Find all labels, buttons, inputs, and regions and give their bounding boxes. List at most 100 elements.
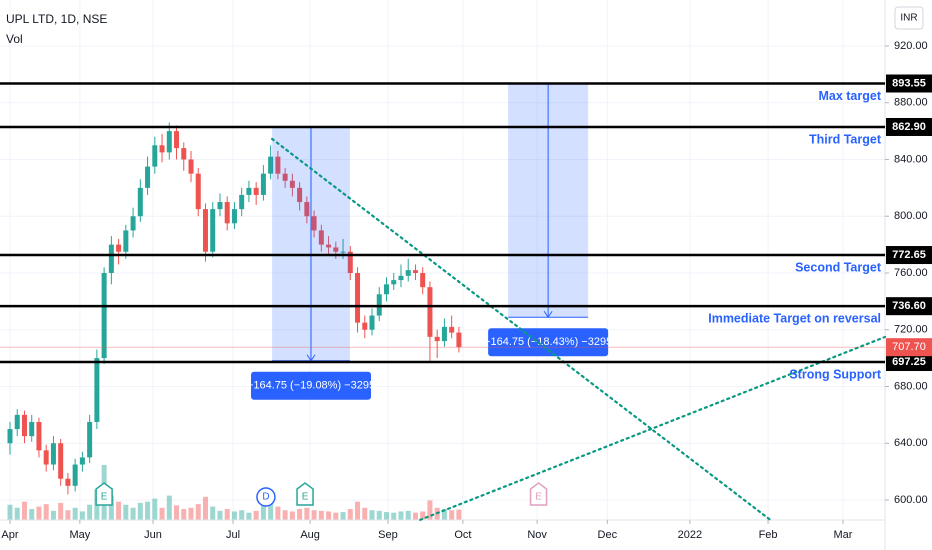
event-label: D — [262, 492, 269, 503]
price-tag-label: 862.90 — [892, 121, 926, 133]
volume-bar — [289, 511, 295, 520]
candle-body — [420, 272, 426, 288]
x-tick-label: Nov — [527, 529, 547, 541]
volume-bar — [166, 495, 172, 520]
x-tick-label: Oct — [454, 529, 471, 541]
volume-bar — [340, 512, 346, 520]
currency-box[interactable] — [894, 6, 924, 30]
volume-bar — [7, 504, 13, 520]
candle-body — [87, 421, 93, 458]
candle-body — [268, 156, 274, 174]
price-tag — [886, 74, 932, 93]
candle-body — [210, 209, 216, 252]
volume-bar — [224, 509, 230, 520]
candle-body — [289, 180, 295, 188]
volume-bar — [383, 512, 389, 520]
candle-body — [333, 247, 339, 252]
volume-bar — [318, 510, 324, 520]
volume-bar — [456, 509, 462, 520]
volume-bar — [297, 509, 303, 520]
volume-bar — [87, 504, 93, 520]
subtitle: Vol — [6, 32, 23, 46]
volume-bar — [195, 504, 201, 520]
volume-bar — [239, 510, 245, 520]
candle-body — [355, 272, 361, 323]
candle-body — [145, 166, 151, 188]
candle-body — [137, 187, 143, 217]
volume-bar — [210, 506, 216, 520]
event-label: E — [101, 492, 108, 503]
volume-bar — [231, 511, 237, 520]
volume-bar — [362, 507, 368, 520]
candle-body — [166, 131, 172, 153]
candle-body — [275, 156, 281, 174]
candle-body — [195, 173, 201, 210]
volume-bar — [152, 498, 158, 520]
candle-body — [123, 230, 129, 252]
candle-body — [246, 187, 252, 195]
volume-bar — [188, 507, 194, 520]
range-label-box — [251, 371, 372, 400]
y-tick-label: 840.00 — [894, 153, 928, 165]
last-price-label: 707.70 — [892, 341, 926, 353]
volume-bar — [217, 510, 223, 520]
price-tag-label: 772.65 — [892, 249, 926, 261]
candle-body — [159, 145, 165, 153]
event-marker — [256, 487, 276, 507]
volume-bar — [29, 509, 35, 520]
candle-body — [297, 187, 303, 203]
volume-bar — [376, 510, 382, 520]
level-name: Strong Support — [789, 367, 881, 381]
volume-bar — [326, 511, 332, 520]
volume-bar — [275, 506, 281, 520]
volume-bar — [123, 504, 129, 520]
volume-bar — [369, 510, 375, 520]
candle-body — [174, 131, 180, 149]
volume-bar — [79, 511, 85, 520]
candle-body — [304, 202, 310, 217]
price-tag — [886, 297, 932, 316]
candle-body — [311, 216, 317, 231]
candle-body — [14, 414, 20, 430]
candle-body — [318, 230, 324, 245]
candle-body — [239, 194, 245, 210]
candle-body — [224, 202, 230, 224]
candle-body — [217, 202, 223, 210]
volume-bar — [441, 509, 447, 520]
y-tick-label: 920.00 — [894, 40, 928, 52]
volume-bar — [58, 502, 64, 520]
y-tick-label: 880.00 — [894, 97, 928, 109]
range-label-box — [488, 328, 609, 357]
y-tick-label: 760.00 — [894, 267, 928, 279]
volume-bar — [311, 510, 317, 520]
y-tick-label: 720.00 — [894, 324, 928, 336]
candle-body — [347, 251, 353, 273]
candle-body — [181, 148, 187, 160]
candle-body — [412, 270, 418, 273]
candle-body — [130, 216, 136, 231]
candle-body — [101, 272, 107, 359]
volume-bar — [181, 509, 187, 520]
volume-bar — [449, 510, 455, 520]
volume-bar — [391, 512, 397, 520]
x-tick-label: Mar — [834, 529, 853, 541]
candle-body — [202, 209, 208, 252]
candle-body — [29, 421, 35, 437]
volume-bar — [36, 506, 42, 520]
candle-body — [79, 457, 85, 465]
candle-body — [188, 159, 194, 174]
price-tag-label: 736.60 — [892, 300, 926, 312]
x-tick-label: Aug — [300, 529, 320, 541]
candle-body — [65, 478, 71, 486]
candle-body — [340, 251, 346, 253]
volume-bar — [50, 510, 56, 520]
level-name: Max target — [818, 89, 881, 103]
x-tick-label: 2022 — [678, 529, 702, 541]
y-tick-label: 800.00 — [894, 210, 928, 222]
x-tick-label: Apr — [1, 529, 18, 541]
x-tick-label: Jun — [144, 529, 162, 541]
price-tag-label: 893.55 — [892, 77, 926, 89]
x-tick-label: Feb — [759, 529, 778, 541]
